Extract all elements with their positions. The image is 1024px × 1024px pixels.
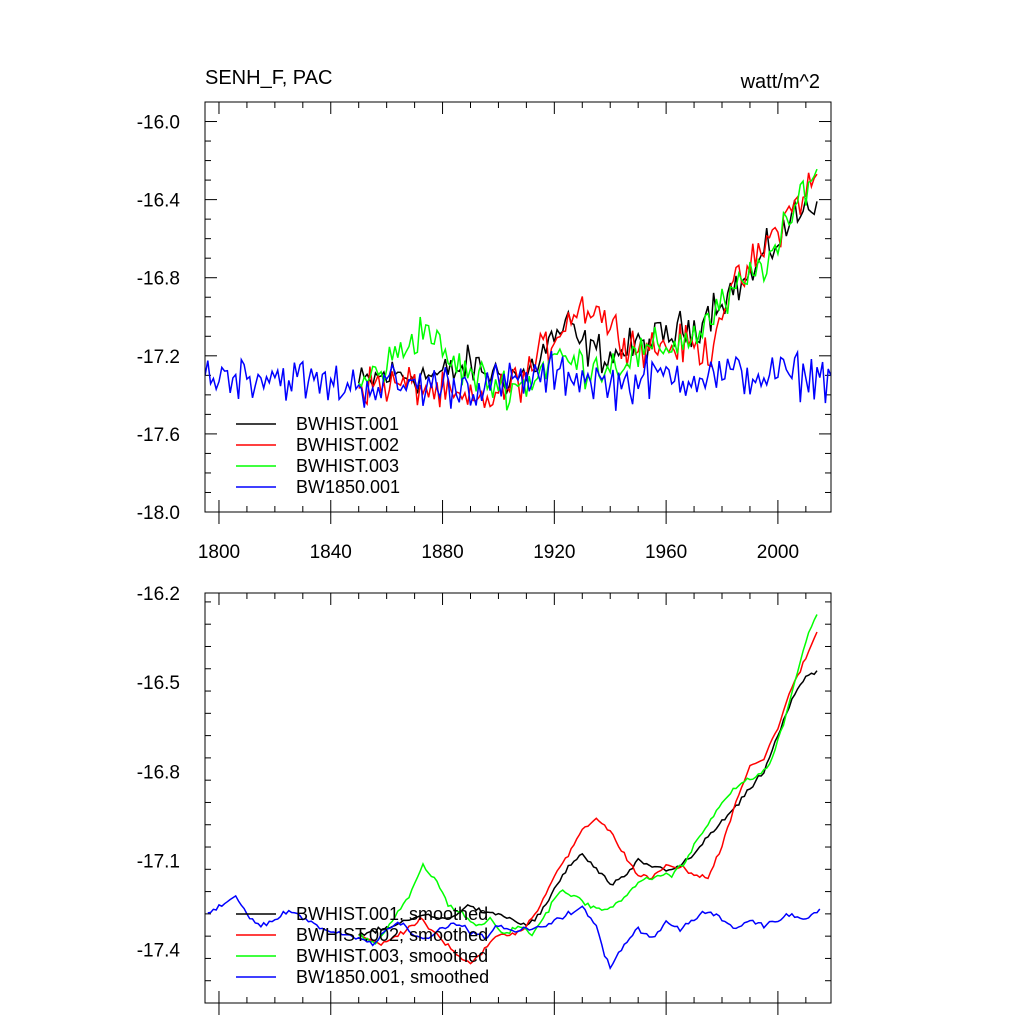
- x-tick-label: 2000: [757, 542, 799, 563]
- y-tick-label: -17.6: [137, 425, 180, 446]
- legend-label: BWHIST.002: [296, 435, 399, 455]
- legend-label: BWHIST.001, smoothed: [296, 904, 488, 924]
- top-panel: SENH_F, PAC watt/m^2 -16.0 -16.4 -16.8 -17.…: [137, 67, 832, 563]
- x-tick-label: 1840: [310, 542, 352, 563]
- top-y-tick-labels: -16.0 -16.4 -16.8 -17.2 -17.6 -18.0: [137, 113, 181, 524]
- top-plot-frame: [204, 101, 832, 513]
- series-line-1: [358, 670, 818, 937]
- bottom-series-group: [207, 614, 821, 971]
- legend-label: BWHIST.001: [296, 414, 399, 434]
- y-tick-label: -16.0: [137, 113, 180, 134]
- series-line-4: [207, 894, 821, 971]
- series-line-1: [357, 198, 818, 395]
- series-line-3: [358, 614, 818, 945]
- top-x-tick-labels: 1800 1840 1880 1920 1960 2000: [198, 542, 799, 563]
- x-tick-label: 1880: [421, 542, 463, 563]
- y-tick-label: -16.8: [137, 762, 180, 783]
- legend-label: BWHIST.003, smoothed: [296, 946, 488, 966]
- bottom-tickmarks: [205, 593, 831, 1015]
- x-tick-label: 1800: [198, 542, 240, 563]
- y-tick-label: -16.4: [137, 191, 181, 212]
- series-line-4: [205, 349, 831, 411]
- y-tick-label: -17.4: [137, 941, 181, 962]
- bottom-plot-frame: [204, 592, 832, 1004]
- unit-label: watt/m^2: [740, 71, 820, 93]
- legend-label: BWHIST.003: [296, 456, 399, 476]
- y-tick-label: -16.8: [137, 269, 180, 290]
- chart-title: SENH_F, PAC: [205, 67, 332, 89]
- bottom-y-tick-labels: -16.2 -16.5 -16.8 -17.1 -17.4: [137, 584, 181, 962]
- y-tick-label: -17.2: [137, 347, 180, 368]
- top-series-group: [205, 168, 831, 411]
- top-tickmarks: [205, 101, 831, 524]
- y-tick-label: -18.0: [137, 503, 180, 524]
- legend-label: BWHIST.002, smoothed: [296, 925, 488, 945]
- bottom-panel: -16.2 -16.5 -16.8 -17.1 -17.4 BWHIST.001, sm…: [137, 584, 832, 1015]
- legend-label: BW1850.001, smoothed: [296, 967, 489, 987]
- legend-label: BW1850.001: [296, 477, 400, 497]
- x-tick-label: 1920: [533, 542, 575, 563]
- y-tick-label: -16.2: [137, 584, 180, 605]
- x-tick-label: 1960: [645, 542, 687, 563]
- y-tick-label: -17.1: [137, 851, 180, 872]
- y-tick-label: -16.5: [137, 673, 180, 694]
